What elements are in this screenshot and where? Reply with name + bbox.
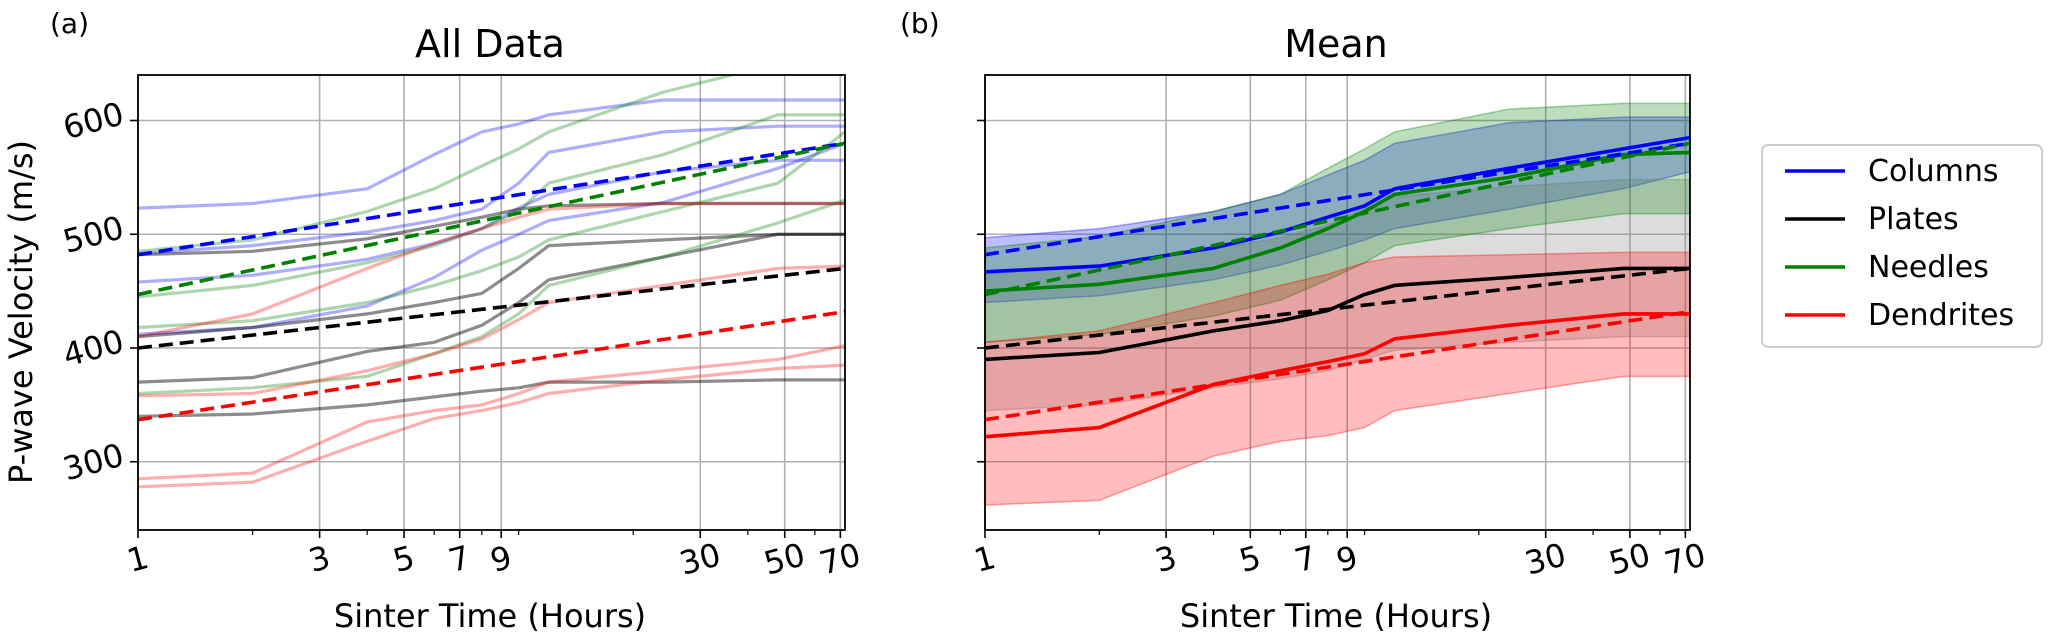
panel-b-xtick-label-3: 3 <box>1151 538 1181 580</box>
panel-a-plot: 1 3 5 7 9 30 50 70 300 400 500 600 <box>59 74 865 583</box>
panel-a-frame <box>137 74 846 531</box>
panel-b-trend-needles <box>985 141 1690 297</box>
panel-b-letter: (b) <box>900 7 940 40</box>
panel-a-xtick-label-70: 70 <box>815 535 864 582</box>
panel-a-ylabel: P-wave Velocity (m/s) <box>2 140 40 484</box>
panel-a-series-needles-9 <box>138 113 845 299</box>
panel-a-series-plates-7 <box>138 378 845 418</box>
legend: Columns Plates Needles Dendrites <box>1761 144 2043 348</box>
panel-b-xtick-label-5: 5 <box>1235 538 1265 580</box>
panel-b-trend-columns <box>985 141 1690 257</box>
panel-a-ytick-label-500: 500 <box>59 208 128 261</box>
panel-a-series-dendrites-15 <box>138 363 845 489</box>
panel-b-xtick-label-30: 30 <box>1521 535 1570 582</box>
panel-a-series-dendrites-14 <box>138 344 845 481</box>
panel-a-series-columns-0 <box>138 98 845 210</box>
panel-a-series-needles-10 <box>138 130 845 330</box>
panel-a-series-plates-5 <box>138 232 845 339</box>
panel-b-xtick-label-70: 70 <box>1661 535 1710 582</box>
legend-label-needles: Needles <box>1868 250 1989 285</box>
panel-b-frame <box>984 74 1691 531</box>
panel-b-mean-plates <box>985 266 1690 362</box>
panel-b-xtick-label-1: 1 <box>970 538 1000 580</box>
panel-b-series-area <box>985 102 1690 506</box>
panel-a-trend-columns <box>138 141 845 257</box>
panel-b-xtick-label-50: 50 <box>1605 535 1654 582</box>
panel-a-trend-dendrites <box>138 309 845 422</box>
panel-a-trend-plates <box>138 266 845 350</box>
panel-a-grid <box>137 75 845 530</box>
panel-b-trend-plates <box>985 266 1690 350</box>
panel-b-plot: 1 3 5 7 9 30 50 70 <box>970 74 1710 583</box>
panel-a-series-plates-6 <box>138 232 845 384</box>
legend-label-columns: Columns <box>1868 154 1999 189</box>
panel-a-series-columns-3 <box>138 141 845 336</box>
panel-a-xtick-label-5: 5 <box>389 538 419 580</box>
panel-a-series-needles-11 <box>138 198 845 396</box>
panel-a-trend-needles <box>138 141 845 297</box>
panel-a-xtick-label-50: 50 <box>760 535 809 582</box>
panel-a-series-dendrites-12 <box>138 201 845 339</box>
panel-a-letter: (a) <box>50 7 89 40</box>
panel-b-band-dendrites <box>985 251 1690 506</box>
legend-frame <box>1761 144 2043 348</box>
panel-a-ytick-label-600: 600 <box>59 94 128 147</box>
panel-a-xtick-label-1: 1 <box>123 538 153 580</box>
panel-a-ytick-label-400: 400 <box>59 322 128 375</box>
panel-a-title: All Data <box>415 22 565 66</box>
panel-b-xtick-label-7: 7 <box>1291 538 1321 580</box>
panel-a-series-area <box>138 75 845 489</box>
panel-a-series-needles-8 <box>138 75 739 253</box>
panel-a-series-plates-4 <box>138 201 845 257</box>
panel-a-xtick-label-3: 3 <box>305 538 335 580</box>
panel-b-title: Mean <box>1284 22 1388 66</box>
panel-a-xtick-label-30: 30 <box>675 535 724 582</box>
panel-b-mean-needles <box>985 150 1690 293</box>
panel-b-xlabel: Sinter Time (Hours) <box>1180 597 1492 635</box>
panel-a-series-dendrites-13 <box>138 264 845 398</box>
panel-b-xtick-label-9: 9 <box>1332 538 1362 580</box>
panel-b-band-plates <box>985 178 1690 412</box>
panel-a-xtick-label-7: 7 <box>445 538 475 580</box>
panel-a-xtick-label-9: 9 <box>486 538 516 580</box>
panel-b-mean-dendrites <box>985 312 1690 439</box>
panel-a-xlabel: Sinter Time (Hours) <box>334 597 646 635</box>
panel-a-ytick-label-300: 300 <box>59 436 128 489</box>
legend-label-plates: Plates <box>1868 202 1959 237</box>
legend-label-dendrites: Dendrites <box>1868 298 2014 333</box>
panel-b-trend-dendrites <box>985 309 1690 422</box>
